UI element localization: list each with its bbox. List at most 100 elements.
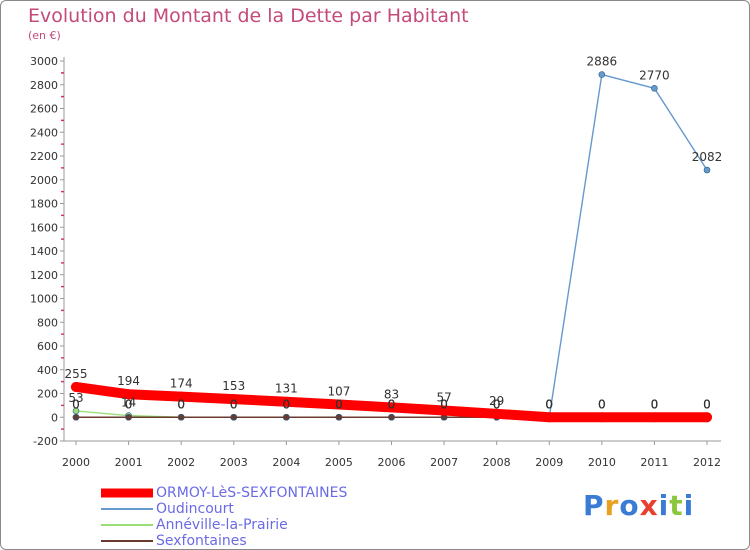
series-point-3	[230, 413, 238, 421]
data-label: 0	[703, 397, 711, 411]
logo-letter: x	[639, 489, 659, 522]
data-label: 57	[436, 390, 451, 404]
data-label: 174	[170, 377, 193, 391]
line-chart: -200020040060080010001200140016001800200…	[30, 55, 723, 469]
series-point-1	[703, 166, 711, 174]
series-point-0	[123, 389, 134, 400]
legend-swatch	[101, 540, 153, 542]
data-label: 0	[440, 397, 448, 411]
series-point-3	[283, 413, 290, 421]
data-label: 0	[230, 397, 238, 411]
x-tick-label: 2006	[378, 456, 406, 469]
data-label: 0	[125, 397, 133, 411]
data-label: 2886	[587, 55, 618, 69]
series-point-0	[491, 408, 502, 419]
y-tick-label: 2400	[30, 126, 58, 139]
series-point-1	[598, 71, 606, 78]
data-label: 0	[598, 397, 606, 411]
series-point-0	[596, 412, 607, 423]
proxiti-logo: Proxiti	[583, 489, 694, 522]
logo-letter: i	[658, 489, 670, 522]
series-point-0	[176, 391, 187, 402]
data-label: 0	[335, 397, 343, 411]
data-label: 29	[489, 394, 504, 408]
series-point-0	[649, 412, 660, 423]
data-label: 0	[177, 397, 185, 411]
x-tick-label: 2000	[62, 456, 90, 469]
chart-title: Evolution du Montant de la Dette par Hab…	[28, 5, 469, 27]
x-tick-label: 2004	[272, 456, 300, 469]
data-label: 0	[177, 397, 185, 411]
y-tick-label: 2800	[30, 79, 58, 92]
data-label: 255	[65, 367, 88, 381]
y-tick-label: 1000	[30, 293, 58, 306]
data-label: 0	[440, 397, 448, 411]
data-label: 2082	[692, 150, 723, 164]
data-label: 131	[275, 382, 298, 396]
series-point-1	[651, 85, 658, 92]
y-tick-label: 1400	[30, 245, 58, 258]
logo-letter: P	[583, 489, 605, 522]
x-tick-label: 2001	[115, 456, 143, 469]
series-point-0	[281, 396, 292, 407]
y-tick-label: 1600	[30, 221, 58, 234]
x-tick-label: 2007	[430, 456, 458, 469]
series-point-0	[702, 412, 712, 423]
data-label: 0	[651, 397, 659, 411]
series-point-0	[386, 402, 397, 413]
data-label: 0	[335, 397, 343, 411]
data-label: 0	[388, 397, 396, 411]
series-layer	[71, 71, 712, 423]
data-label: 0	[72, 397, 80, 411]
logo-letter: t	[669, 489, 684, 522]
y-tick-label: 1800	[30, 198, 58, 211]
series-point-3	[388, 413, 395, 421]
data-label: 83	[384, 387, 399, 401]
series-point-3	[72, 413, 80, 421]
series-point-3	[177, 413, 185, 421]
legend-swatch	[101, 488, 153, 498]
data-label: 0	[177, 397, 185, 411]
legend-label: Oudincourt	[156, 501, 234, 517]
x-tick-label: 2008	[483, 456, 511, 469]
data-label: 0	[72, 397, 80, 411]
series-line-1	[75, 73, 708, 418]
chart-subtitle: (en €)	[28, 29, 61, 42]
x-tick-label: 2011	[640, 456, 668, 469]
data-label: 0	[388, 397, 396, 411]
logo-letter: r	[604, 489, 620, 522]
y-tick-label: -200	[33, 435, 58, 448]
series-point-3	[125, 413, 132, 421]
y-tick-label: 2200	[30, 150, 58, 163]
axes: -200020040060080010001200140016001800200…	[30, 55, 721, 469]
logo-letter: i	[683, 489, 695, 522]
x-tick-label: 2002	[167, 456, 195, 469]
data-label: 153	[222, 379, 245, 393]
series-point-0	[544, 412, 555, 423]
y-tick-label: 3000	[30, 55, 58, 68]
data-label: 0	[598, 397, 606, 411]
y-tick-label: 400	[37, 364, 58, 377]
data-label: 0	[230, 397, 238, 411]
legend-swatch	[101, 524, 153, 526]
legend-label: ORMOY-LèS-SEXFONTAINES	[156, 485, 348, 501]
data-label: 0	[703, 397, 711, 411]
series-point-0	[228, 394, 239, 405]
data-label: 14	[121, 396, 136, 410]
data-label: 0	[545, 397, 553, 411]
series-point-3	[335, 413, 343, 421]
x-tick-label: 2003	[220, 456, 248, 469]
data-label: 0	[493, 397, 501, 411]
data-label: 0	[283, 397, 291, 411]
data-label: 107	[327, 385, 350, 399]
data-label: 0	[545, 397, 553, 411]
data-label: 2770	[639, 68, 670, 82]
y-tick-label: 2600	[30, 103, 58, 116]
y-tick-label: 1200	[30, 269, 58, 282]
x-tick-label: 2010	[588, 456, 616, 469]
y-tick-label: 200	[37, 388, 58, 401]
data-label: 0	[230, 397, 238, 411]
y-tick-label: 0	[51, 411, 58, 424]
